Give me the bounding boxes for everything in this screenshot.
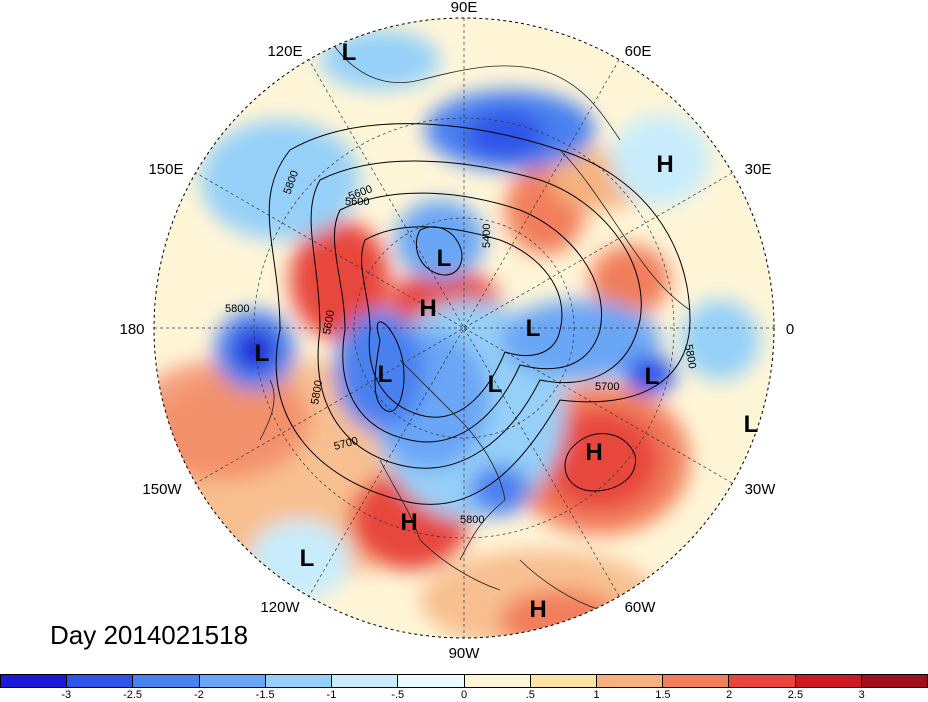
- colorbar-swatch: [265, 675, 333, 687]
- contour-label: 5600: [345, 196, 369, 208]
- contour-label: 5800: [460, 514, 484, 526]
- lon-label-90w: 90W: [449, 645, 481, 662]
- height-contours: [268, 123, 691, 505]
- low-center: L: [437, 245, 452, 272]
- contour-label: 5800: [225, 303, 249, 315]
- lon-label-30w: 30W: [745, 481, 777, 498]
- colorbar-swatch: [861, 675, 928, 687]
- colorbar-swatch: [199, 675, 266, 687]
- low-center: L: [526, 315, 541, 342]
- colorbar-swatch: [530, 675, 597, 687]
- colorbar-labels: -3 -2.5 -2 -1.5 -1 -.5 0 .5 1 1.5 2 2.5 3: [0, 689, 928, 702]
- high-center: H: [656, 151, 673, 178]
- lon-label-150e: 150E: [148, 161, 183, 178]
- colorbar-swatch: [67, 675, 134, 687]
- colorbar: [0, 674, 928, 688]
- colorbar-tick-label: 1.5: [655, 689, 671, 701]
- graticule: [154, 18, 774, 638]
- colorbar-tick-label: -1.5: [255, 689, 275, 701]
- colorbar-tick-label: -.5: [391, 689, 405, 701]
- high-center: H: [585, 439, 602, 466]
- colorbar-tick-label: 2: [726, 689, 733, 701]
- contour-label: 5800: [682, 343, 698, 369]
- low-center: L: [342, 39, 357, 66]
- colorbar-swatch: [795, 675, 862, 687]
- colorbar-swatch: [1, 675, 68, 687]
- colorbar-tick-label: -2: [193, 689, 204, 701]
- low-center: L: [255, 340, 270, 367]
- low-center: L: [488, 371, 503, 398]
- colorbar-tick-label: -1: [326, 689, 337, 701]
- date-label: Day 2014021518: [50, 620, 249, 650]
- colorbar-tick-label: 0: [460, 689, 468, 701]
- lon-label-30e: 30E: [745, 161, 772, 178]
- colorbar-swatch: [663, 675, 730, 687]
- lon-label-90e: 90E: [451, 0, 478, 16]
- lon-label-0: 0: [786, 321, 794, 338]
- lon-label-60e: 60E: [625, 43, 652, 60]
- colorbar-tick-label: 2.5: [787, 689, 804, 701]
- lon-label-180: 180: [119, 321, 144, 338]
- low-center: L: [300, 545, 315, 572]
- contour-label: 5800: [309, 379, 325, 405]
- lon-label-60w: 60W: [625, 599, 657, 616]
- high-center: H: [419, 295, 436, 322]
- low-center: L: [744, 411, 759, 438]
- colorbar-swatch: [464, 675, 531, 687]
- lon-label-150w: 150W: [142, 481, 182, 498]
- colorbar-tick-label: 3: [858, 689, 865, 701]
- contour-label: 5700: [595, 381, 619, 393]
- contour-label: 5400: [481, 224, 493, 248]
- lon-label-120e: 120E: [267, 43, 302, 60]
- high-center: H: [400, 509, 417, 536]
- anomaly-field: [154, 18, 774, 638]
- coastlines: [259, 39, 691, 611]
- longitude-labels: 90E 60E 30E 0 30W 60W 90W 120W 150W 180 …: [119, 0, 794, 662]
- colorbar-swatch: [398, 675, 465, 687]
- high-center: H: [529, 596, 546, 623]
- lon-label-120w: 120W: [260, 599, 300, 616]
- map-boundary: [153, 17, 775, 639]
- pressure-centers: L H L H L L L L L H H L H L: [255, 39, 759, 623]
- colorbar-tick-label: -3: [61, 689, 72, 701]
- colorbar-tick-label: -2.5: [123, 689, 143, 701]
- colorbar-swatch: [332, 675, 399, 687]
- low-center: L: [378, 361, 393, 388]
- colorbar-swatch: [133, 675, 200, 687]
- colorbar-swatch: [596, 675, 664, 687]
- low-center: L: [645, 363, 660, 390]
- colorbar-tick-label: .5: [525, 689, 535, 701]
- contour-label: 5600: [321, 309, 337, 335]
- contour-labels: 5800 5600 5400 5800 5600 5600 5800 5700 …: [225, 169, 698, 526]
- colorbar-swatch: [729, 675, 796, 687]
- colorbar-tick-label: 1: [593, 689, 600, 701]
